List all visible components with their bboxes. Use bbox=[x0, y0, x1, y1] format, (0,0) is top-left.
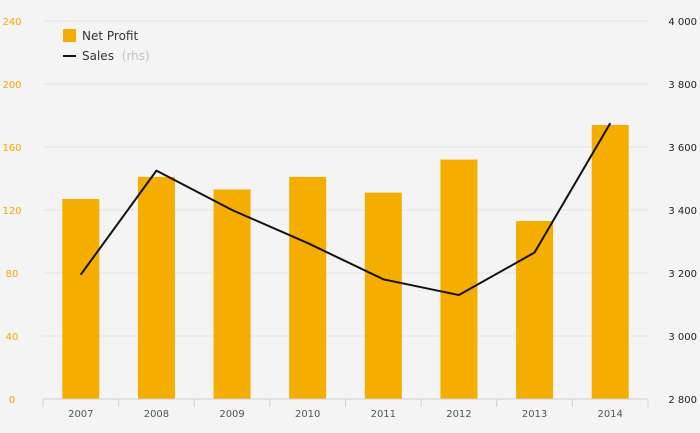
net-profit-bars bbox=[62, 124, 629, 399]
x-tick-label: 2008 bbox=[144, 409, 169, 420]
bar-net-profit-2008 bbox=[137, 176, 175, 399]
bar-net-profit-2014 bbox=[591, 124, 629, 399]
legend-swatch-net-profit bbox=[63, 29, 76, 42]
y-right-tick-label: 2 800 bbox=[668, 395, 697, 406]
bar-net-profit-2012 bbox=[440, 159, 478, 399]
y-left-tick-label: 120 bbox=[2, 206, 21, 217]
y-left-tick-label: 40 bbox=[6, 332, 19, 343]
x-tick-label: 2012 bbox=[446, 409, 471, 420]
x-tick-label: 2011 bbox=[371, 409, 396, 420]
y-right-tick-label: 3 800 bbox=[668, 80, 697, 91]
y-right-tick-label: 3 200 bbox=[668, 269, 697, 280]
sales-point-2013 bbox=[534, 252, 536, 254]
y-right-tick-label: 3 000 bbox=[668, 332, 697, 343]
y-right-tick-label: 3 400 bbox=[668, 206, 697, 217]
sales-point-2008 bbox=[155, 170, 157, 172]
sales-line-group bbox=[80, 122, 612, 297]
y-left-tick-label: 240 bbox=[2, 17, 21, 28]
x-tick-label: 2007 bbox=[68, 409, 93, 420]
y-left-tick-label: 0 bbox=[9, 395, 15, 406]
sales-point-2012 bbox=[458, 294, 460, 296]
bar-net-profit-2009 bbox=[213, 189, 251, 399]
bar-net-profit-2013 bbox=[516, 221, 554, 399]
sales-point-2011 bbox=[382, 278, 384, 280]
legend: Net Profit Sales (rhs) bbox=[63, 29, 150, 63]
bar-net-profit-2010 bbox=[289, 176, 327, 399]
legend-label-net-profit: Net Profit bbox=[82, 29, 138, 43]
y-left-tick-label: 80 bbox=[6, 269, 19, 280]
sales-point-2014 bbox=[609, 122, 611, 124]
bar-net-profit-2007 bbox=[62, 198, 100, 399]
x-tick-label: 2013 bbox=[522, 409, 547, 420]
legend-label-sales-text: Sales bbox=[82, 49, 114, 63]
sales-point-2010 bbox=[307, 242, 309, 244]
y-right-tick-label: 3 600 bbox=[668, 143, 697, 154]
legend-label-sales: Sales (rhs) bbox=[82, 49, 150, 63]
bar-net-profit-2011 bbox=[364, 192, 402, 399]
y-left-tick-label: 200 bbox=[2, 80, 21, 91]
sales-point-2009 bbox=[231, 209, 233, 211]
legend-label-sales-note: (rhs) bbox=[122, 49, 150, 63]
x-tick-label: 2009 bbox=[219, 409, 244, 420]
sales-point-2007 bbox=[80, 274, 82, 276]
y-right-tick-label: 4 000 bbox=[668, 17, 697, 28]
sales-line bbox=[80, 122, 612, 297]
axes: 0 2 800 40 3 000 80 3 200 120 3 400 160 3 600 200 3… bbox=[2, 17, 697, 420]
x-tick-label: 2014 bbox=[597, 409, 622, 420]
y-left-tick-label: 160 bbox=[2, 143, 21, 154]
x-tick-label: 2010 bbox=[295, 409, 320, 420]
